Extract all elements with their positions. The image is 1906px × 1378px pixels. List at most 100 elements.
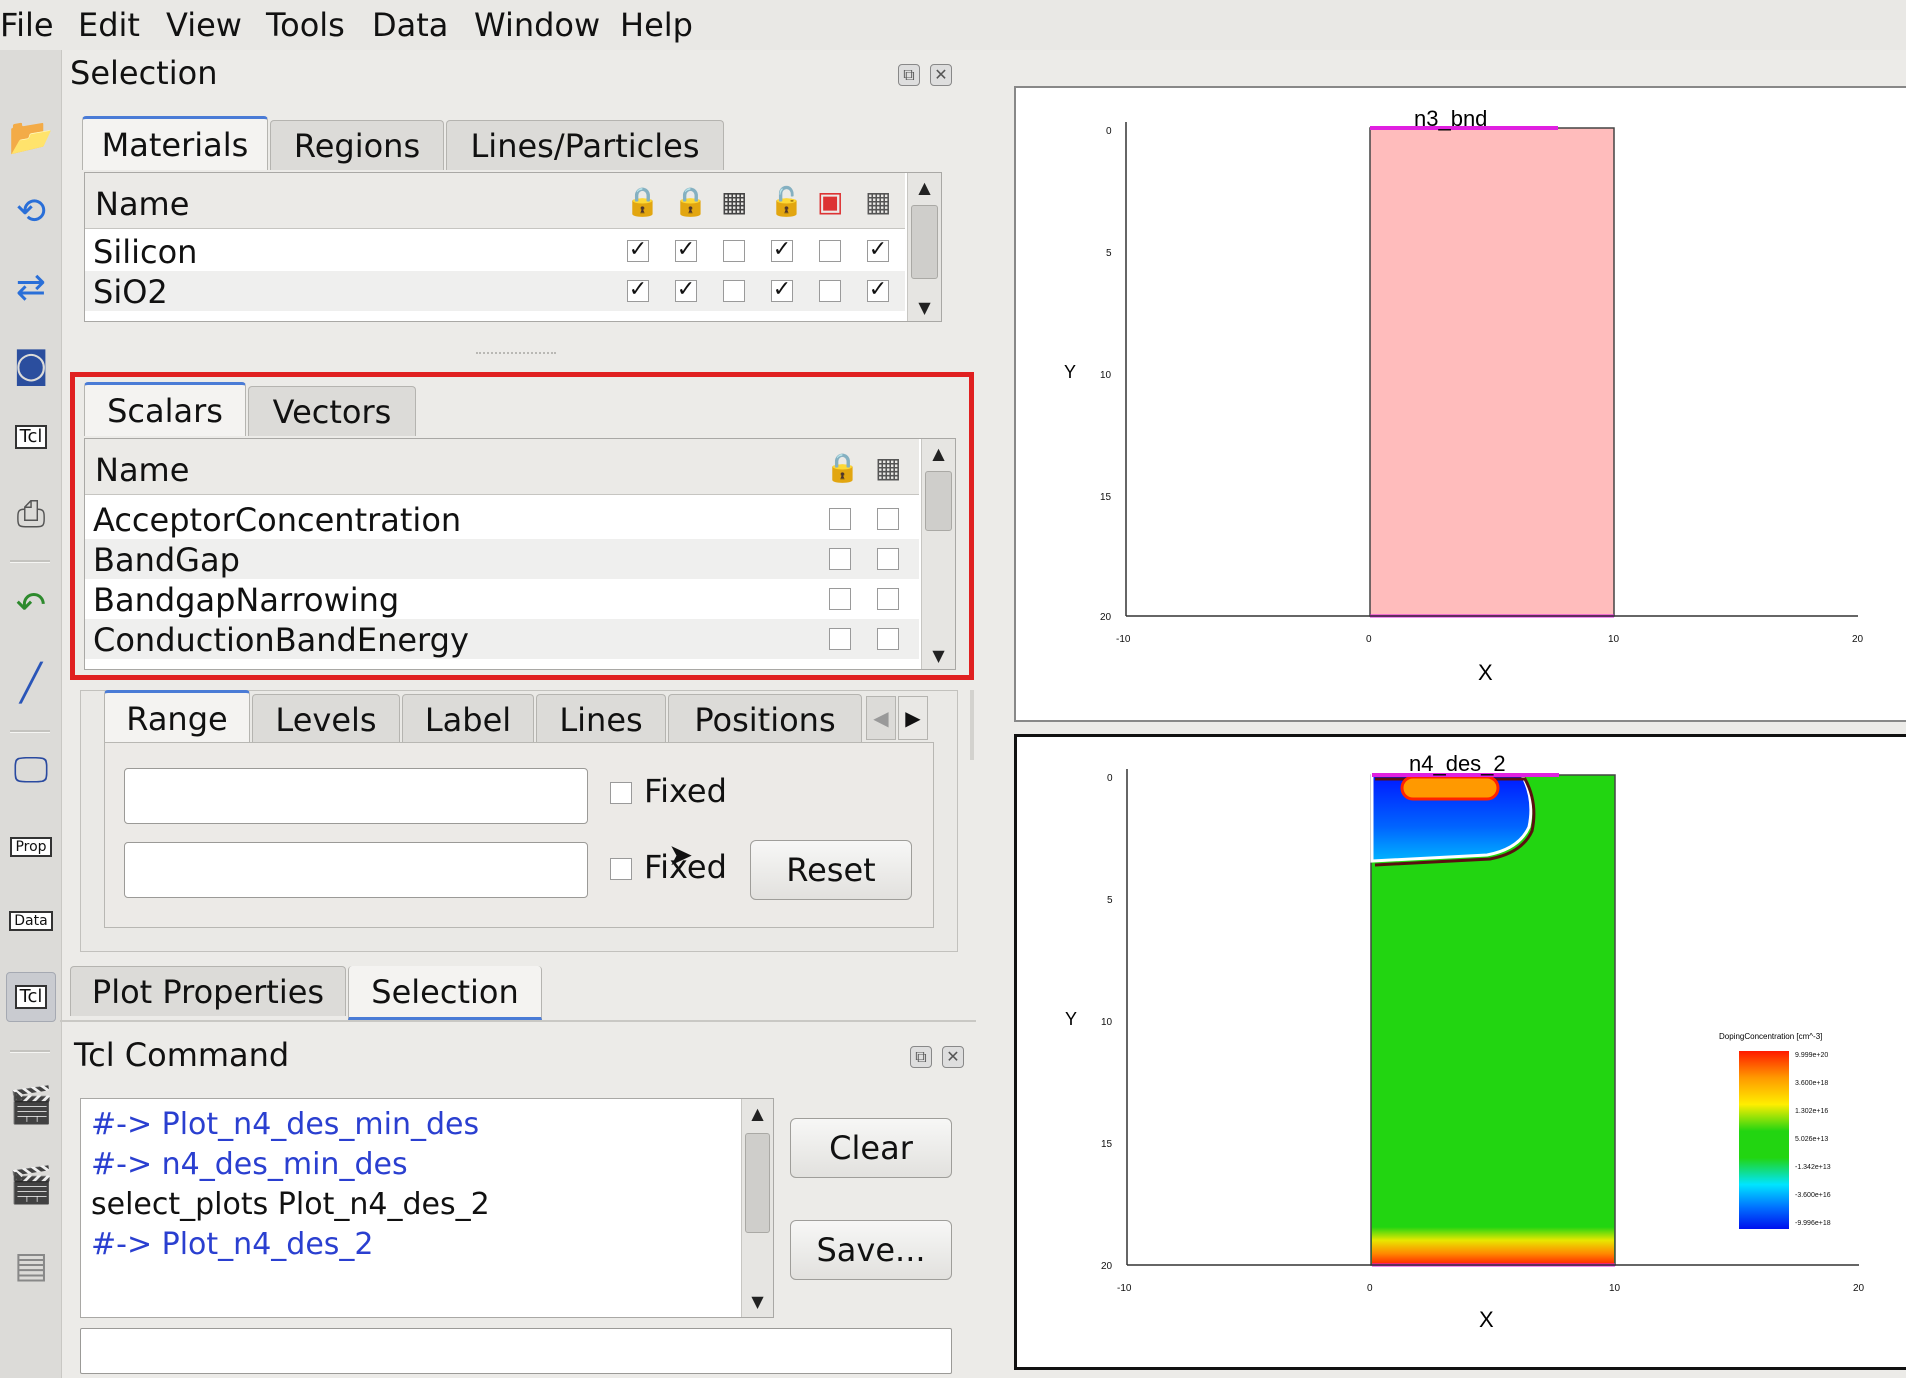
scroll-down-icon[interactable]: ▼ bbox=[932, 646, 945, 665]
tab-selection[interactable]: Selection bbox=[348, 966, 542, 1020]
menu-file[interactable]: File bbox=[0, 6, 54, 44]
scroll-up-icon[interactable]: ▲ bbox=[751, 1104, 764, 1123]
lock-orange-icon[interactable]: 🔒 bbox=[825, 451, 860, 484]
range-max-input[interactable] bbox=[124, 842, 588, 898]
camera-icon[interactable]: ◙ bbox=[13, 344, 49, 386]
tab-label[interactable]: Label bbox=[402, 694, 534, 744]
scalar-checkbox[interactable] bbox=[877, 588, 899, 610]
reload-icon[interactable]: ⟲ bbox=[15, 190, 47, 232]
close-icon[interactable]: ✕ bbox=[942, 1046, 964, 1068]
lock-outline-icon[interactable]: 🔓 bbox=[769, 185, 804, 218]
clapper-stack-icon[interactable]: ▤ bbox=[13, 1244, 48, 1286]
material-checkbox[interactable] bbox=[819, 280, 841, 302]
scalar-checkbox[interactable] bbox=[877, 628, 899, 650]
tab-vectors[interactable]: Vectors bbox=[248, 386, 416, 436]
float-icon[interactable]: ⧉ bbox=[898, 64, 920, 86]
material-checkbox[interactable] bbox=[723, 280, 745, 302]
printer-icon[interactable]: ⎙ bbox=[16, 494, 46, 535]
save-button[interactable]: Save... bbox=[790, 1220, 952, 1280]
menu-edit[interactable]: Edit bbox=[78, 6, 140, 44]
menu-help[interactable]: Help bbox=[620, 6, 693, 44]
tab-materials[interactable]: Materials bbox=[82, 116, 268, 170]
lock-pattern-icon[interactable]: ▦ bbox=[875, 451, 902, 484]
material-checkbox[interactable]: ✓ bbox=[867, 237, 889, 262]
tab-regions[interactable]: Regions bbox=[270, 120, 444, 170]
table-row[interactable]: ConductionBandEnergy bbox=[85, 619, 919, 659]
float-icon[interactable]: ⧉ bbox=[910, 1046, 932, 1068]
menu-window[interactable]: Window bbox=[474, 6, 601, 44]
materials-scrollbar[interactable]: ▲ ▼ bbox=[907, 173, 941, 321]
tab-range[interactable]: Range bbox=[104, 690, 250, 744]
splitter-handle[interactable] bbox=[476, 352, 556, 358]
clapper-icon[interactable]: 🎬 bbox=[8, 1165, 54, 1206]
material-checkbox[interactable]: ✓ bbox=[675, 277, 697, 302]
lock-pattern-icon[interactable]: ▦ bbox=[721, 185, 748, 218]
scalar-name: AcceptorConcentration bbox=[93, 501, 462, 539]
tab-lines-particles[interactable]: Lines/Particles bbox=[446, 120, 724, 170]
close-icon[interactable]: ✕ bbox=[930, 64, 952, 86]
scroll-thumb[interactable] bbox=[911, 205, 938, 279]
reset-button[interactable]: Reset bbox=[750, 840, 912, 900]
undo-icon[interactable]: ↶ bbox=[15, 584, 47, 626]
lock-mixed-icon[interactable]: ▣ bbox=[817, 185, 844, 218]
material-checkbox[interactable] bbox=[723, 240, 745, 262]
pen-icon[interactable]: ╱ bbox=[20, 662, 42, 704]
plot-n3-bnd[interactable]: n3_bnd X Y 0 5 10 15 20 -10 0 10 20 bbox=[1014, 86, 1906, 722]
menu-tools[interactable]: Tools bbox=[266, 6, 345, 44]
tcl-command-input[interactable] bbox=[80, 1328, 952, 1374]
tab-levels[interactable]: Levels bbox=[252, 694, 400, 744]
menu-view[interactable]: View bbox=[166, 6, 242, 44]
data-icon[interactable]: Data bbox=[6, 896, 56, 946]
table-row[interactable]: BandGap bbox=[85, 539, 919, 579]
table-row[interactable]: SiO2 ✓ ✓ ✓ ✓ bbox=[85, 271, 905, 311]
material-checkbox[interactable]: ✓ bbox=[627, 237, 649, 262]
tcl-script-icon[interactable]: Tcl bbox=[6, 412, 56, 462]
scroll-up-icon[interactable]: ▲ bbox=[918, 178, 931, 197]
tabs-scroll-left-icon[interactable]: ◀ bbox=[866, 696, 896, 740]
swap-icon[interactable]: ⇄ bbox=[15, 266, 47, 308]
material-checkbox[interactable]: ✓ bbox=[627, 277, 649, 302]
table-row[interactable]: BandgapNarrowing bbox=[85, 579, 919, 619]
scalars-scrollbar[interactable]: ▲ ▼ bbox=[921, 439, 955, 669]
plot-n4-des-2[interactable]: n4_des_2 X Y 0 5 10 15 20 -10 0 10 20 Do… bbox=[1014, 734, 1906, 1370]
scalar-checkbox[interactable] bbox=[877, 508, 899, 530]
fixed-max-checkbox[interactable] bbox=[610, 858, 632, 880]
tab-lines[interactable]: Lines bbox=[536, 694, 666, 744]
tab-positions[interactable]: Positions bbox=[668, 694, 862, 744]
range-min-input[interactable] bbox=[124, 768, 588, 824]
table-row[interactable]: Silicon ✓ ✓ ✓ ✓ bbox=[85, 231, 905, 271]
scalar-checkbox[interactable] bbox=[829, 548, 851, 570]
scalar-checkbox[interactable] bbox=[829, 628, 851, 650]
tabs-scroll-right-icon[interactable]: ▶ bbox=[898, 696, 928, 740]
scroll-thumb[interactable] bbox=[745, 1133, 770, 1233]
tcl-scrollbar[interactable]: ▲ ▼ bbox=[741, 1099, 773, 1317]
lock-grid-icon[interactable]: ▦ bbox=[865, 185, 892, 218]
monitor-icon[interactable]: 🖵 bbox=[13, 750, 49, 791]
scroll-up-icon[interactable]: ▲ bbox=[932, 444, 945, 463]
lock-red-icon[interactable]: 🔒 bbox=[625, 185, 660, 218]
scroll-down-icon[interactable]: ▼ bbox=[918, 298, 931, 317]
menu-data[interactable]: Data bbox=[372, 6, 449, 44]
tcl-icon[interactable]: Tcl bbox=[6, 972, 56, 1022]
material-checkbox[interactable]: ✓ bbox=[771, 237, 793, 262]
table-row[interactable]: AcceptorConcentration bbox=[85, 499, 919, 539]
scroll-down-icon[interactable]: ▼ bbox=[751, 1292, 764, 1311]
scroll-thumb[interactable] bbox=[925, 471, 952, 531]
scalar-checkbox[interactable] bbox=[877, 548, 899, 570]
material-checkbox[interactable]: ✓ bbox=[771, 277, 793, 302]
tab-scalars[interactable]: Scalars bbox=[84, 382, 246, 436]
tab-plot-properties[interactable]: Plot Properties bbox=[70, 966, 346, 1016]
fixed-min-checkbox[interactable] bbox=[610, 782, 632, 804]
material-checkbox[interactable] bbox=[819, 240, 841, 262]
clear-button[interactable]: Clear bbox=[790, 1118, 952, 1178]
lock-orange-icon[interactable]: 🔒 bbox=[673, 185, 708, 218]
record-icon[interactable]: 🎬 bbox=[8, 1085, 54, 1126]
material-checkbox[interactable]: ✓ bbox=[867, 277, 889, 302]
material-checkbox[interactable]: ✓ bbox=[675, 237, 697, 262]
scalar-checkbox[interactable] bbox=[829, 508, 851, 530]
properties-icon[interactable]: Prop bbox=[6, 822, 56, 872]
open-folder-icon[interactable]: 📂 bbox=[8, 117, 54, 158]
x-axis-label: X bbox=[1479, 1307, 1494, 1332]
scalar-checkbox[interactable] bbox=[829, 588, 851, 610]
panel-splitter[interactable] bbox=[970, 690, 974, 760]
